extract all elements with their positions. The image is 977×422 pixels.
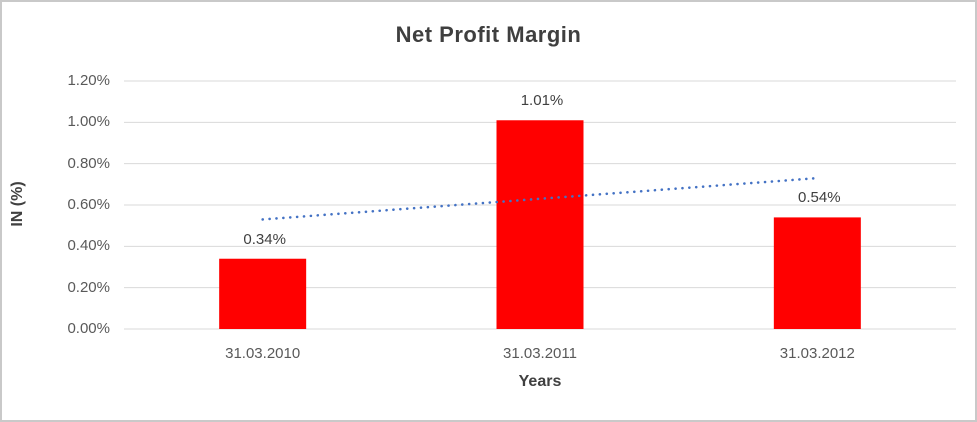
- bar-data-label: 0.54%: [798, 189, 841, 207]
- bar-data-label: 0.34%: [243, 230, 286, 248]
- x-category-label: 31.03.2012: [779, 345, 855, 362]
- chart-title: Net Profit Margin: [395, 22, 582, 47]
- bar-31.03.2010: [219, 258, 307, 329]
- y-tick-label: 1.20%: [67, 72, 110, 89]
- trendline-dotted: [261, 176, 819, 221]
- x-axis-title: Years: [518, 373, 562, 390]
- y-tick-label: 0.80%: [67, 154, 110, 172]
- y-tick-label: 1.00%: [67, 113, 110, 131]
- x-category-label: 31.03.2010: [225, 345, 301, 362]
- y-tick-label: 0.20%: [67, 278, 110, 296]
- x-category-label: 31.03.2011: [503, 345, 577, 362]
- bar-data-label: 1.01%: [520, 92, 564, 110]
- y-tick-label: 0.00%: [67, 320, 110, 337]
- y-tick-label: 0.60%: [67, 196, 110, 213]
- bar-31.03.2012: [773, 217, 861, 329]
- bar-31.03.2011: [496, 120, 584, 330]
- y-tick-label: 0.40%: [67, 237, 110, 255]
